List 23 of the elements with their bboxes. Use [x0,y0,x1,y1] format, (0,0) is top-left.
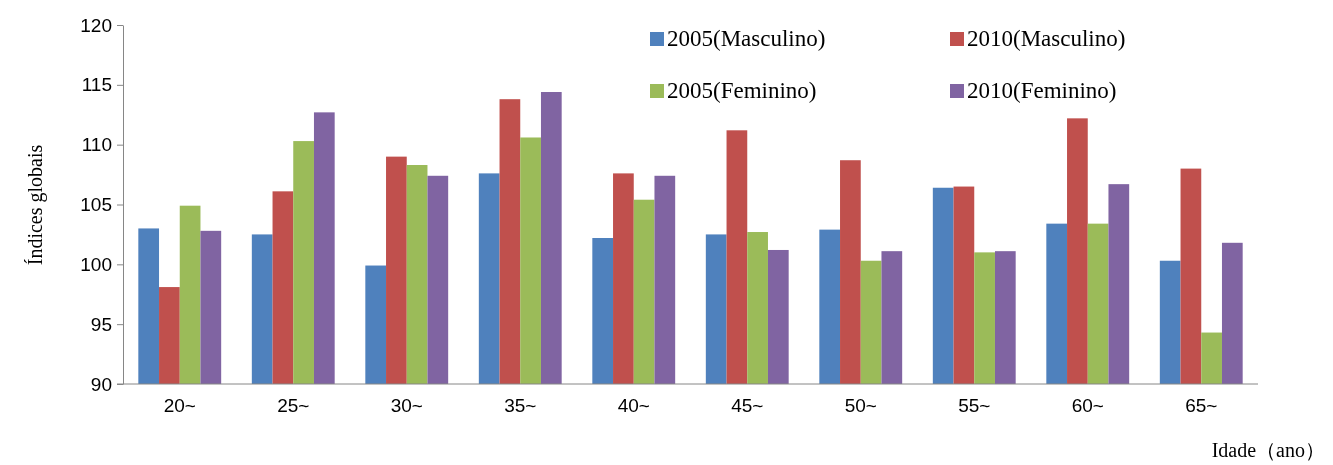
y-tick-label: 95 [90,313,112,335]
y-tick-label: 90 [90,373,112,395]
x-axis-title: Idade（ano） [1211,439,1325,461]
x-tick-label: 30~ [390,394,423,416]
x-tick-label: 45~ [731,394,764,416]
x-tick-label: 20~ [163,394,196,416]
y-tick-label: 105 [80,194,112,216]
legend-label: 2010(Masculino) [967,26,1126,51]
x-tick-label: 65~ [1185,394,1218,416]
x-tick-label: 55~ [958,394,991,416]
y-axis-title: Índices globais [24,144,47,266]
y-tick-label: 100 [80,253,112,275]
x-tick-label: 50~ [844,394,877,416]
y-tick-label: 115 [81,74,112,96]
y-tick-label: 110 [81,134,112,156]
legend-label: 2010(Feminino) [967,78,1117,103]
legend-label: 2005(Feminino) [667,78,817,103]
x-tick-label: 60~ [1071,394,1104,416]
y-tick-label: 120 [80,14,112,36]
x-tick-label: 35~ [504,394,537,416]
legend-label: 2005(Masculino) [667,26,826,51]
x-tick-label: 40~ [617,394,650,416]
x-tick-label: 25~ [277,394,310,416]
